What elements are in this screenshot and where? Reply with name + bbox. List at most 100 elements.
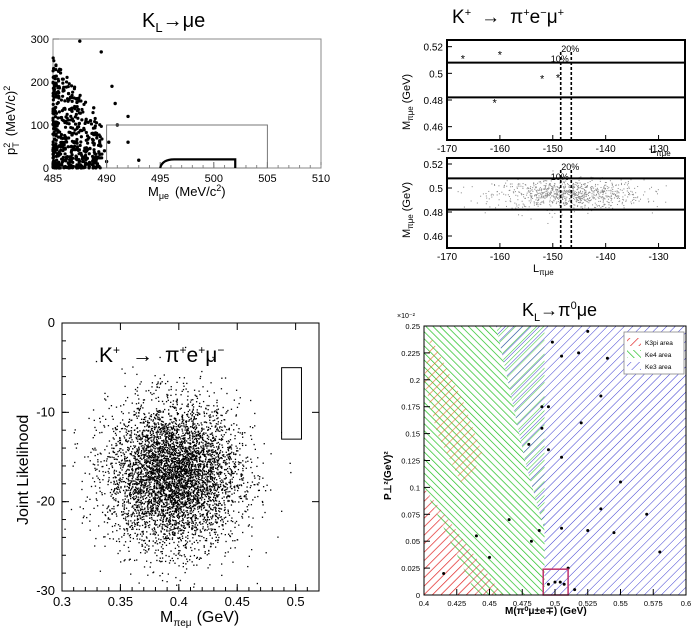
tr2-data-point [602, 200, 604, 202]
bl-data-point [193, 485, 195, 487]
tr2-data-point [579, 191, 581, 193]
bl-data-point [128, 447, 130, 449]
tr2-data-point [588, 191, 590, 193]
bl-data-point [164, 497, 166, 499]
tr2-data-point [567, 193, 569, 195]
tr2-data-point [592, 197, 594, 199]
bl-data-point [159, 542, 161, 544]
bl-data-point [206, 487, 208, 489]
tr2-data-point [566, 196, 568, 198]
bl-data-point [155, 389, 157, 391]
bl-data-point [146, 515, 148, 517]
bl-data-point [112, 450, 114, 452]
bl-data-point [192, 514, 194, 516]
bl-data-point [210, 488, 212, 490]
bl-data-point [218, 507, 220, 510]
bl-data-point [192, 492, 195, 495]
bl-data-point [128, 493, 131, 495]
tr2-data-point [545, 183, 547, 185]
bl-data-point [138, 409, 141, 412]
bl-data-point [177, 425, 179, 427]
tr2-data-point [496, 194, 498, 196]
bl-data-point [145, 515, 147, 517]
bl-data-point [127, 468, 129, 471]
bl-data-point [179, 436, 181, 438]
bl-data-point [194, 483, 196, 485]
bl-data-point [180, 478, 183, 481]
bl-data-point [145, 474, 147, 477]
bl-data-point [190, 512, 192, 515]
bl-data-point [151, 457, 153, 459]
tr2-data-point [544, 195, 546, 197]
bl-data-point [161, 512, 163, 514]
tr2-data-point [610, 195, 612, 197]
bl-data-point [191, 480, 193, 483]
bl-data-point [229, 490, 231, 493]
bl-data-point [177, 491, 180, 494]
tr2-data-point [536, 197, 538, 199]
bl-data-point [111, 462, 113, 464]
tr2-data-point [553, 191, 555, 193]
bl-data-point [189, 462, 192, 464]
bl-data-point [134, 424, 137, 426]
tr2-data-point [538, 198, 540, 200]
bl-data-point [150, 457, 152, 459]
bl-data-point [200, 479, 202, 481]
bl-data-point [154, 469, 156, 472]
tl-data-point [62, 140, 67, 144]
bl-data-point [185, 483, 187, 486]
bl-data-point [134, 457, 136, 460]
tr2-data-point [609, 196, 611, 198]
bl-data-point [201, 436, 203, 438]
tr2-data-point [512, 191, 514, 193]
bl-data-point [227, 533, 230, 535]
bl-data-point [234, 522, 236, 524]
bl-data-point [165, 509, 167, 511]
bl-data-point [164, 499, 167, 501]
bl-data-point [220, 429, 223, 431]
bl-data-point [131, 497, 134, 499]
tr2-data-point [554, 186, 556, 188]
bl-data-point [181, 495, 184, 497]
bl-data-point [214, 451, 216, 453]
bl-data-point [148, 478, 151, 480]
bl-data-point [164, 460, 166, 462]
bl-data-point [185, 462, 187, 465]
bl-data-point [176, 470, 179, 472]
tr2-data-point [562, 193, 564, 195]
bl-data-point [155, 471, 157, 473]
bl-data-point [127, 524, 130, 526]
bl-data-point [188, 442, 190, 444]
bl-data-point [238, 402, 240, 405]
bl-data-point [215, 456, 217, 458]
bl-data-point [164, 560, 167, 563]
bl-data-point [175, 494, 177, 496]
bl-data-point [156, 432, 158, 434]
bl-data-point [132, 469, 134, 471]
bl-data-point [208, 485, 211, 487]
bl-data-point [154, 427, 156, 429]
tr2-data-point [576, 194, 578, 196]
bl-data-point [171, 491, 174, 493]
bl-data-point [178, 530, 180, 532]
bl-data-point [159, 466, 161, 468]
tr2-data-point [598, 204, 600, 206]
tr2-x-tick-label: -150 [543, 252, 563, 263]
bl-data-point [210, 542, 212, 544]
bl-data-point [151, 459, 153, 462]
bl-data-point [224, 552, 227, 554]
bl-data-point [123, 500, 126, 503]
tr1-x-tick-label: -170 [437, 144, 457, 155]
bl-data-point [195, 413, 197, 416]
bl-data-point [159, 429, 162, 431]
bl-data-point [136, 448, 138, 450]
bl-data-point [224, 456, 226, 458]
bl-data-point [206, 453, 208, 455]
bl-data-point [230, 448, 233, 450]
bl-data-point [107, 506, 109, 508]
tl-data-point [65, 97, 70, 101]
tr2-data-point [498, 185, 500, 187]
bl-data-point [143, 495, 145, 497]
bl-data-point [230, 433, 232, 436]
tr2-data-point [567, 190, 569, 192]
